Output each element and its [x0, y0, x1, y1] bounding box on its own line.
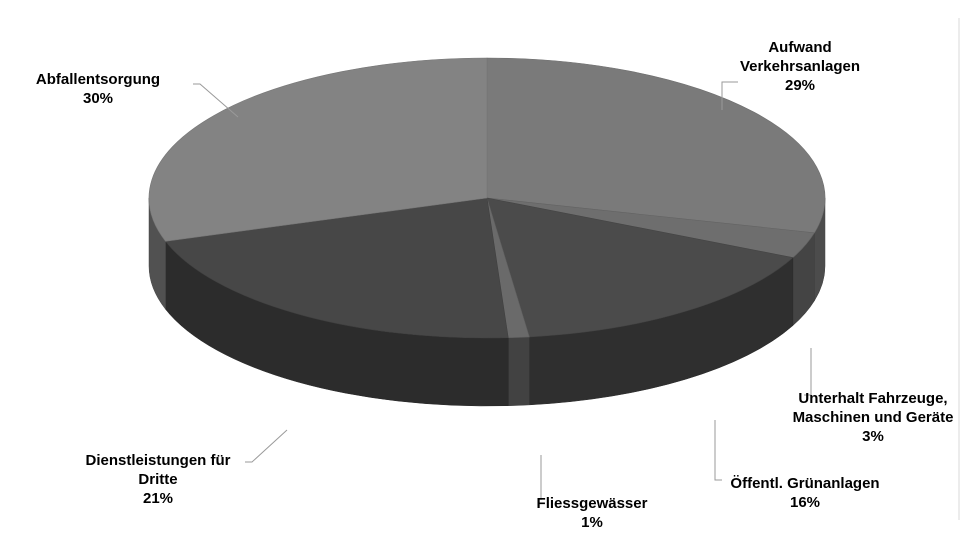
- slice-label-0-line-1: Verkehrsanlagen: [740, 58, 860, 75]
- slice-label-3-line-0: Fliessgewässer: [537, 495, 648, 512]
- leader-line-4: [245, 429, 288, 463]
- slice-pct-label-5: 30%: [83, 90, 113, 107]
- slice-label-4-line-0: Dienstleistungen für: [85, 452, 230, 469]
- slice-4: [164, 197, 509, 339]
- leader-line-5: [193, 83, 239, 118]
- slice-pct-label-3: 1%: [581, 514, 603, 531]
- slice-pct-label-4: 21%: [143, 490, 173, 507]
- slice-label-1-line-1: Maschinen und Geräte: [793, 409, 954, 426]
- slice-label-1-line-0: Unterhalt Fahrzeuge,: [798, 390, 947, 407]
- leader-line-0: [721, 81, 738, 110]
- slice-pct-label-0: 29%: [785, 77, 815, 94]
- pie-tops: [148, 57, 826, 339]
- slice-label-5-line-0: Abfallentsorgung: [36, 71, 160, 88]
- slice-pct-label-2: 16%: [790, 494, 820, 511]
- slice-0: [486, 57, 826, 234]
- slice-pct-label-1: 3%: [862, 428, 884, 445]
- leader-line-1: [804, 348, 812, 396]
- slice-labels: Aufwand Verkehrsanlagen 29% Unterhalt Fahrz…: [36, 39, 954, 531]
- slice-side-3: [507, 336, 530, 406]
- leader-lines: [193, 81, 812, 500]
- slice-2: [486, 197, 794, 338]
- slice-5: [148, 57, 488, 242]
- slice-label-2-line-0: Öffentl. Grünanlagen: [730, 475, 879, 492]
- slice-label-0-line-0: Aufwand: [768, 39, 831, 56]
- slice-label-4-line-1: Dritte: [138, 471, 177, 488]
- leader-line-2: [714, 420, 722, 481]
